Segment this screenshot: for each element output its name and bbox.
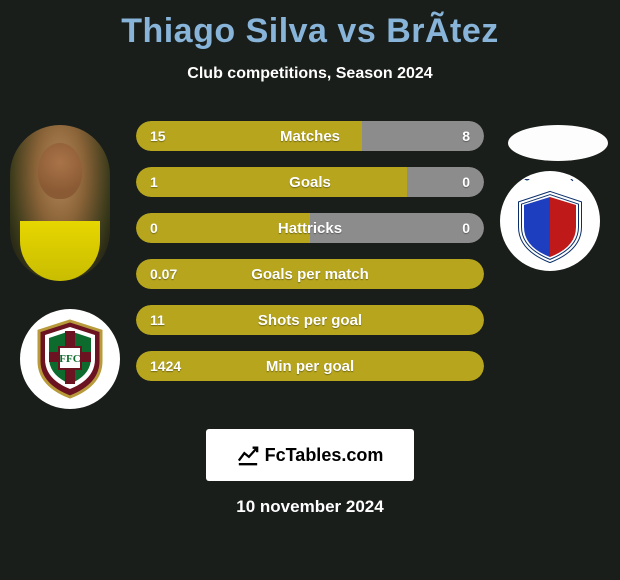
stat-row: 00Hattricks [136,213,484,243]
fortaleza-badge: ORTALEZ [500,171,600,271]
title-vs: vs [337,12,376,50]
fluminense-badge: FFC [20,309,120,409]
svg-text:FFC: FFC [59,353,80,365]
stat-label: Matches [136,121,484,151]
stat-label: Shots per goal [136,305,484,335]
stat-label: Hattricks [136,213,484,243]
chart-icon [237,444,259,466]
title-player1: Thiago Silva [121,12,327,50]
stat-row: 11Shots per goal [136,305,484,335]
player1-photo [10,125,110,281]
stat-label: Goals [136,167,484,197]
stat-row: 158Matches [136,121,484,151]
svg-text:ORTALEZ: ORTALEZ [521,179,579,184]
page-title: Thiago Silva vs BrÃ­tez [0,0,620,51]
stat-row: 1424Min per goal [136,351,484,381]
comparison-stage: FFC ORTALEZ 158Matches 10Goals 00Hattricks… [0,111,620,411]
stat-row: 0.07Goals per match [136,259,484,289]
stat-label: Min per goal [136,351,484,381]
title-player2: BrÃ­tez [386,12,499,50]
shield-icon: FFC [35,319,105,399]
watermark-text: FcTables.com [265,445,384,466]
subtitle: Club competitions, Season 2024 [0,65,620,83]
shield-icon: ORTALEZ [512,179,588,263]
stat-bars: 158Matches 10Goals 00Hattricks 0.07Goals pe… [136,121,484,397]
stat-row: 10Goals [136,167,484,197]
stat-label: Goals per match [136,259,484,289]
player2-photo [508,125,608,161]
watermark: FcTables.com [206,429,414,481]
date: 10 november 2024 [0,497,620,517]
